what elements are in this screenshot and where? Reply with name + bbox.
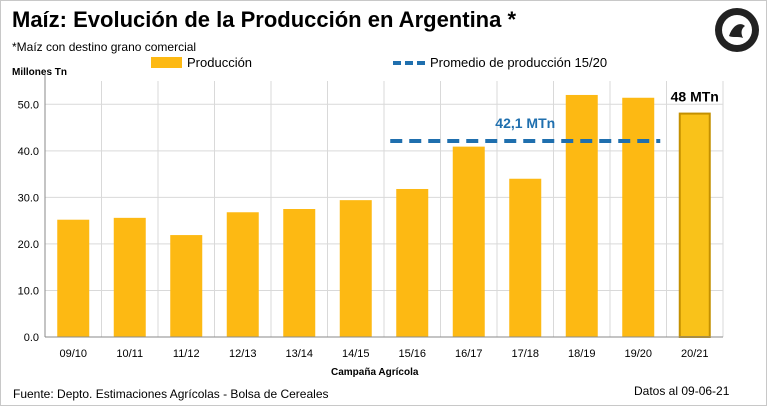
x-axis-label: Campaña Agrícola [331,367,419,378]
bar-12-13 [226,212,259,337]
chart-title: Maíz: Evolución de la Producción en Arge… [12,7,517,32]
bar-11-12 [170,235,203,337]
legend-bar-swatch [151,57,182,68]
legend-label-production: Producción [187,55,253,70]
bolsa-de-cereales-logo [715,8,759,52]
x-tick-label: 20/21 [681,348,709,360]
bar-14-15 [339,200,372,337]
legend-item-production: Producción [151,55,252,70]
y-tick-label: 40.0 [18,146,39,158]
y-tick-label: 10.0 [18,285,39,297]
x-tick-label: 14/15 [342,348,370,360]
legend-dash-swatch [393,60,425,65]
bar-09-10 [57,219,90,337]
y-tick-label: 50.0 [18,99,39,111]
x-tick-label: 16/17 [455,348,483,360]
average-annotation: 42,1 MTn [495,115,555,131]
y-tick-label: 0.0 [24,332,39,344]
x-tick-label: 15/16 [398,348,426,360]
y-tick-label: 20.0 [18,239,39,251]
x-tick-label: 18/19 [568,348,596,360]
grid-lines [44,81,724,337]
source-note: Fuente: Depto. Estimaciones Agrícolas - … [13,387,329,401]
tick-labels: 0.0 10.0 20.0 30.0 40.0 50.0 42,1 MTn 48 MTn 09/… [18,89,719,360]
axes [44,75,723,338]
x-tick-label: 17/18 [511,348,539,360]
bar-18-19 [565,94,598,337]
bar-13-14 [283,209,316,337]
bar-17-18 [509,178,542,337]
y-axis-label: Millones Tn [12,67,67,78]
x-tick-label: 13/14 [285,348,313,360]
legend-label-average: Promedio de producción 15/20 [430,55,608,70]
legend-item-average: Promedio de producción 15/20 [393,55,607,70]
bar-15-16 [396,188,429,337]
chart-subtitle: *Maíz con destino grano comercial [12,40,197,54]
x-tick-label: 12/13 [229,348,257,360]
bar-20-21 [678,112,711,338]
last-value-annotation: 48 MTn [671,89,719,105]
x-tick-label: 10/11 [116,348,143,360]
y-tick-label: 30.0 [18,192,39,204]
bars [57,94,711,338]
bar-10-11 [113,217,146,337]
x-tick-label: 11/12 [173,348,200,360]
data-date: Datos al 09-06-21 [634,384,730,398]
x-tick-label: 09/10 [59,348,87,360]
bar-19-20 [622,97,655,337]
bar-16-17 [452,146,485,337]
x-tick-label: 19/20 [624,348,652,360]
